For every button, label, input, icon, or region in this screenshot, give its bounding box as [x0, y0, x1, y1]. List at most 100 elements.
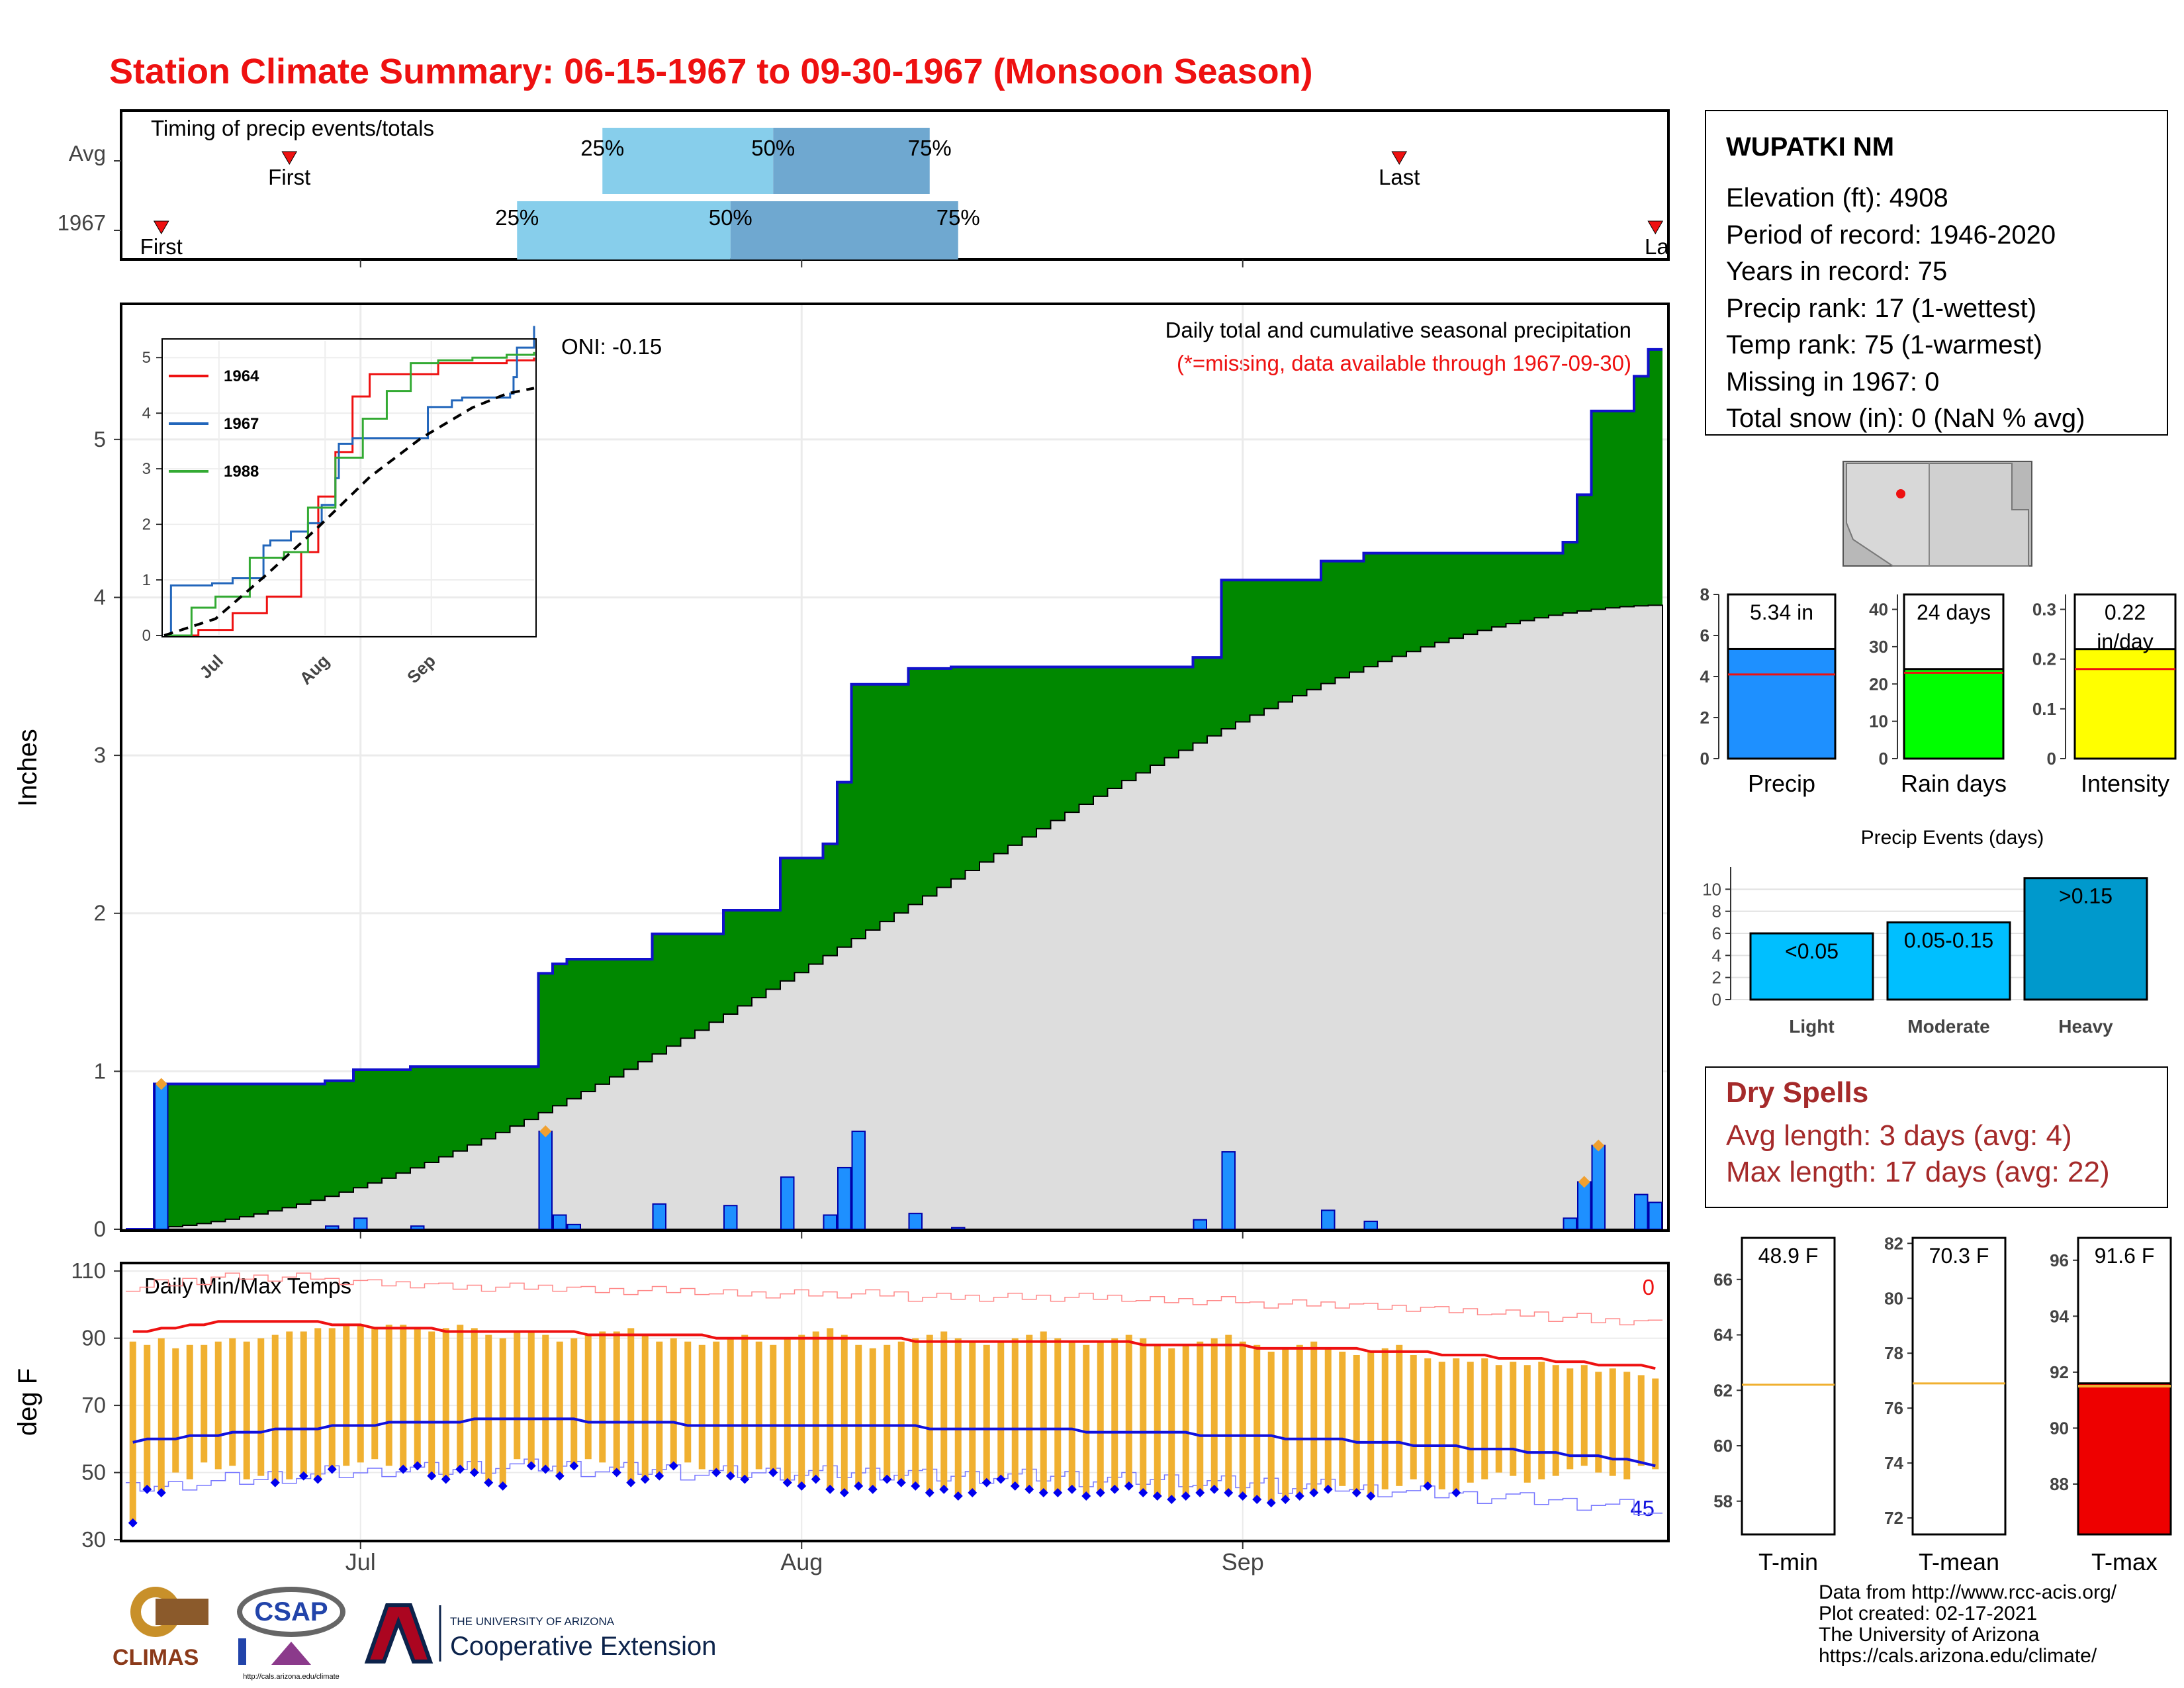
- daily-temp-bar: [827, 1328, 834, 1489]
- daily-precip-bar: [1193, 1219, 1207, 1230]
- record-low-marker: [782, 1477, 792, 1487]
- stat-value-label: 24 days: [1917, 600, 1991, 624]
- daily-temp-bar: [527, 1331, 535, 1466]
- inset-y-tick-label: 4: [142, 404, 151, 422]
- record-low-marker: [740, 1474, 750, 1484]
- daily-temp-bar: [357, 1325, 364, 1463]
- daily-precip-bar: [1577, 1181, 1592, 1231]
- stat-category-label: T-max: [2091, 1548, 2158, 1575]
- station-line: Total snow (in): 0 (NaN % avg): [1726, 404, 2085, 433]
- daily-temp-bar: [841, 1335, 848, 1493]
- precip-diamond-marker: [155, 1078, 167, 1090]
- first-event-label: First: [268, 165, 310, 189]
- precip-y-tick-label: 2: [94, 901, 106, 925]
- record-low-marker: [1266, 1498, 1276, 1508]
- daily-temp-bar: [158, 1338, 165, 1493]
- stat-y-tick-label: 0: [1700, 749, 1709, 769]
- daily-temp-bar: [1580, 1365, 1588, 1466]
- precip-diamond-marker: [1592, 1139, 1605, 1152]
- station-line: Period of record: 1946-2020: [1726, 220, 2056, 250]
- station-name: WUPATKI NM: [1726, 132, 1894, 162]
- daily-temp-bar: [1367, 1351, 1375, 1497]
- stat-bar-frame: [1741, 1237, 1836, 1536]
- daily-temp-bar: [698, 1344, 705, 1470]
- daily-temp-bar: [1510, 1362, 1517, 1476]
- oni-label: ONI: -0.15: [561, 334, 662, 359]
- record-low-marker: [1252, 1495, 1262, 1505]
- daily-precip-bar: [823, 1214, 837, 1230]
- record-low-marker: [541, 1464, 551, 1474]
- stat-y-tick-label: 82: [1884, 1233, 1903, 1253]
- record-low-marker: [555, 1471, 565, 1481]
- daily-temp-bar: [1623, 1372, 1631, 1479]
- precip-event-bar-label: <0.05: [1785, 939, 1839, 963]
- record-low-marker: [981, 1477, 991, 1487]
- daily-temp-bar: [1595, 1372, 1602, 1473]
- precip-event-category-label: Light: [1789, 1016, 1834, 1037]
- daily-precip-bar: [553, 1214, 567, 1230]
- daily-temp-bar: [912, 1338, 919, 1486]
- temp-y-tick-label: 50: [81, 1460, 106, 1485]
- record-low-marker: [612, 1468, 621, 1477]
- temp-y-tick-label: 110: [71, 1258, 106, 1283]
- stat-value-label: 5.34 in: [1750, 600, 1813, 624]
- timing-bar-q25-q50: [602, 128, 774, 194]
- precip-event-bar: [2023, 877, 2148, 1001]
- record-low-marker: [868, 1484, 878, 1494]
- timing-row-label-avg: Avg: [69, 141, 106, 165]
- stat-y-tick-label: 0.2: [2032, 649, 2056, 669]
- month-tick-label: Jul: [345, 1548, 376, 1575]
- temp-y-tick-label: 70: [81, 1393, 106, 1417]
- precip-y-tick-label: 4: [94, 585, 106, 609]
- record-low-marker: [1110, 1484, 1120, 1494]
- daily-temp-bar: [1438, 1362, 1445, 1489]
- stat-bar-frame: [1911, 1237, 2007, 1536]
- record-low-marker: [968, 1487, 978, 1497]
- daily-temp-bar: [1396, 1344, 1403, 1486]
- daily-temp-bar: [1125, 1335, 1132, 1486]
- daily-temp-bar: [214, 1341, 222, 1470]
- daily-temp-bar: [1111, 1338, 1118, 1489]
- record-low-marker: [1181, 1491, 1191, 1501]
- record-low-marker: [156, 1487, 166, 1497]
- daily-precip-bar: [410, 1225, 425, 1230]
- daily-temp-bar: [1068, 1341, 1075, 1489]
- timing-quartile-label: 50%: [751, 136, 795, 160]
- record-low-marker: [1024, 1484, 1034, 1494]
- temp-y-axis-label: deg F: [13, 1368, 42, 1436]
- daily-temp-bar: [257, 1338, 265, 1476]
- daily-temp-bar: [741, 1335, 749, 1479]
- inset-legend-label: 1988: [224, 463, 259, 481]
- record-low-marker: [1323, 1484, 1333, 1494]
- temp-y-tick-label: 30: [81, 1527, 106, 1552]
- daily-temp-bar: [201, 1344, 208, 1463]
- inset-y-tick-label: 3: [142, 460, 151, 478]
- record-low-marker: [142, 1484, 152, 1494]
- last-event-marker: [1647, 220, 1664, 234]
- daily-temp-bar: [400, 1325, 407, 1470]
- daily-temp-bar: [641, 1335, 649, 1479]
- daily-temp-bar: [855, 1344, 862, 1486]
- first-event-label: First: [140, 234, 183, 259]
- record-low-marker: [1124, 1481, 1134, 1491]
- timing-quartile-label: 75%: [908, 136, 952, 160]
- ua-small-text: THE UNIVERSITY OF ARIZONA: [450, 1615, 615, 1628]
- precip-y-tick-label: 3: [94, 743, 106, 767]
- record-low-marker: [1138, 1487, 1148, 1497]
- stat-y-tick-label: 76: [1884, 1398, 1903, 1418]
- stat-value-bar: [2077, 1382, 2172, 1536]
- daily-precip-bar: [325, 1225, 340, 1230]
- record-low-marker: [825, 1484, 835, 1494]
- daily-precip-bar: [951, 1227, 966, 1230]
- precip-diamond-marker: [539, 1125, 552, 1138]
- precip-diamond-marker: [1578, 1176, 1590, 1188]
- climas-logo: CLIMAS: [109, 1582, 215, 1675]
- record-low-marker: [1295, 1491, 1304, 1501]
- dry-spells-title: Dry Spells: [1726, 1076, 1868, 1109]
- daily-temp-bar: [1652, 1378, 1659, 1470]
- record-low-marker: [811, 1474, 821, 1484]
- daily-temp-bar: [584, 1335, 592, 1460]
- stat-y-tick-label: 0: [2047, 749, 2056, 769]
- stat-y-tick-label: 58: [1713, 1491, 1733, 1511]
- record-low-marker: [1351, 1487, 1361, 1497]
